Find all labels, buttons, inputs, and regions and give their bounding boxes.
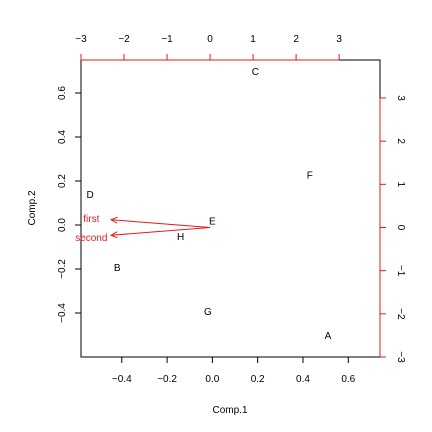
left-axis: −0.4 −0.2 0.0 0.2 0.4 0.6 [57,86,82,323]
loading-arrowhead [109,216,118,224]
y-tick-label: 0.2 [57,174,68,188]
top-tick-label: 0 [207,34,213,45]
loading-label: first [83,214,99,225]
right-tick-label: −1 [395,265,406,277]
x-tick-label: −0.2 [157,374,177,385]
top-tick-label: −2 [118,34,130,45]
point-label: D [86,190,93,201]
right-tick-label: 1 [395,182,406,188]
x-axis-title: Comp.1 [212,405,247,416]
bottom-axis: −0.4 −0.2 0.0 0.2 0.4 0.6 [112,356,356,385]
point-label: E [209,217,216,228]
loading-arrowhead [109,231,118,239]
loading-arrows: first second [75,214,211,244]
top-axis: −3 −2 −1 0 1 2 3 [75,34,342,61]
top-tick-label: 2 [293,34,299,45]
right-tick-label: −2 [395,308,406,320]
top-tick-label: 1 [250,34,256,45]
right-tick-label: 0 [395,225,406,231]
loading-arrow [111,219,211,228]
y-tick-label: 0.6 [57,86,68,100]
y-tick-label: 0.4 [57,130,68,144]
point-label: F [307,170,313,181]
x-tick-label: 0.0 [205,374,219,385]
point-label: G [204,307,212,318]
y-tick-label: 0.0 [57,218,68,232]
x-tick-label: 0.6 [341,374,355,385]
loading-label: second [75,233,107,244]
y-tick-label: −0.2 [57,259,68,279]
x-tick-label: −0.4 [112,374,132,385]
top-tick-label: 3 [336,34,342,45]
top-tick-label: −3 [75,34,87,45]
plot-frame [80,59,381,358]
point-label: H [177,232,184,243]
loading-arrow [111,226,211,236]
x-tick-label: 0.4 [296,374,310,385]
point-label: A [325,331,332,342]
y-tick-label: −0.4 [57,303,68,323]
x-tick-label: 0.2 [251,374,265,385]
right-tick-label: −3 [395,351,406,363]
point-label: B [114,263,121,274]
y-axis-title: Comp.2 [27,190,38,225]
score-points: A B C D E F G H [86,67,331,342]
point-label: C [252,67,259,78]
right-tick-label: 3 [395,95,406,101]
right-axis: −3 −2 −1 0 1 2 3 [379,95,406,363]
top-tick-label: −1 [161,34,173,45]
right-tick-label: 2 [395,138,406,144]
